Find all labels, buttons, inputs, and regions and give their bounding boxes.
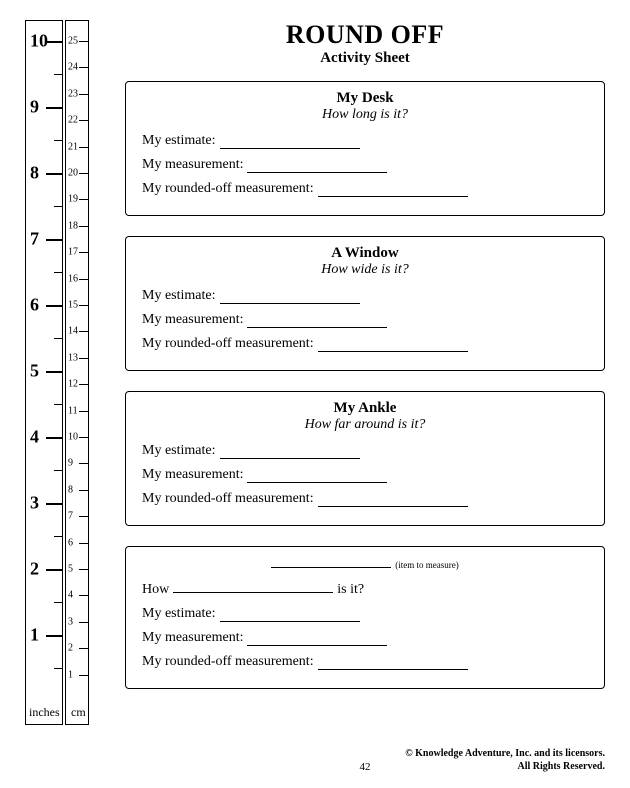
- inch-number: 3: [30, 493, 39, 514]
- inch-number: 2: [30, 559, 39, 580]
- section-title: My Desk: [142, 90, 588, 107]
- cm-unit-label: cm: [71, 705, 86, 720]
- ruler-cm: cm 1234567891011121314151617181920212223…: [65, 20, 89, 725]
- section-custom-item: (item to measure) How is it? My estimate:…: [125, 546, 605, 689]
- page-footer: 42 © Knowledge Adventure, Inc. and its l…: [125, 741, 605, 773]
- measurement-blank[interactable]: [247, 159, 387, 173]
- page-title: ROUND OFF: [125, 20, 605, 50]
- rounded-label: My rounded-off measurement:: [142, 491, 314, 507]
- measurement-blank[interactable]: [247, 632, 387, 646]
- cm-number: 16: [68, 273, 78, 284]
- section-question: How far around is it?: [142, 417, 588, 433]
- section-title: My Ankle: [142, 400, 588, 417]
- copyright-line1: © Knowledge Adventure, Inc. and its lice…: [371, 747, 606, 760]
- ruler-inches: inches 1 2 3 4 5 6 7 8 9 10: [25, 20, 63, 725]
- cm-number: 24: [68, 62, 78, 73]
- section-question: How wide is it?: [142, 262, 588, 278]
- inch-number: 8: [30, 163, 39, 184]
- inch-number: 1: [30, 625, 39, 646]
- inches-unit-label: inches: [29, 705, 60, 720]
- rounded-label: My rounded-off measurement:: [142, 181, 314, 197]
- cm-number: 10: [68, 432, 78, 443]
- rounded-blank[interactable]: [318, 183, 468, 197]
- section-my-desk: My Desk How long is it? My estimate: My …: [125, 81, 605, 216]
- cm-number: 7: [68, 511, 73, 522]
- inch-number: 4: [30, 427, 39, 448]
- inch-number: 9: [30, 97, 39, 118]
- cm-number: 25: [68, 36, 78, 47]
- rounded-blank[interactable]: [318, 493, 468, 507]
- cm-number: 2: [68, 643, 73, 654]
- cm-number: 5: [68, 564, 73, 575]
- section-my-ankle: My Ankle How far around is it? My estima…: [125, 391, 605, 526]
- cm-number: 8: [68, 484, 73, 495]
- cm-number: 1: [68, 669, 73, 680]
- inch-number: 7: [30, 229, 39, 250]
- cm-number: 3: [68, 616, 73, 627]
- measurement-label: My measurement:: [142, 630, 243, 646]
- measurement-label: My measurement:: [142, 312, 243, 328]
- rounded-label: My rounded-off measurement:: [142, 336, 314, 352]
- rounded-blank[interactable]: [318, 338, 468, 352]
- section-question: How long is it?: [142, 107, 588, 123]
- estimate-blank[interactable]: [220, 608, 360, 622]
- estimate-label: My estimate:: [142, 606, 216, 622]
- rounded-blank[interactable]: [318, 656, 468, 670]
- inch-number: 6: [30, 295, 39, 316]
- estimate-blank[interactable]: [220, 445, 360, 459]
- cm-number: 17: [68, 247, 78, 258]
- cm-number: 14: [68, 326, 78, 337]
- item-name-blank[interactable]: [271, 556, 391, 568]
- section-title: A Window: [142, 245, 588, 262]
- section-a-window: A Window How wide is it? My estimate: My…: [125, 236, 605, 371]
- cm-number: 6: [68, 537, 73, 548]
- measurement-blank[interactable]: [247, 469, 387, 483]
- cm-number: 4: [68, 590, 73, 601]
- measurement-label: My measurement:: [142, 157, 243, 173]
- cm-number: 18: [68, 220, 78, 231]
- estimate-label: My estimate:: [142, 288, 216, 304]
- estimate-blank[interactable]: [220, 135, 360, 149]
- cm-number: 23: [68, 88, 78, 99]
- item-hint: (item to measure): [395, 560, 458, 570]
- cm-number: 13: [68, 352, 78, 363]
- measurement-label: My measurement:: [142, 467, 243, 483]
- cm-number: 15: [68, 300, 78, 311]
- cm-number: 21: [68, 141, 78, 152]
- estimate-label: My estimate:: [142, 133, 216, 149]
- cm-number: 19: [68, 194, 78, 205]
- inch-number: 5: [30, 361, 39, 382]
- how-prefix: How: [142, 582, 169, 597]
- page-subtitle: Activity Sheet: [125, 50, 605, 67]
- page-number: 42: [360, 761, 371, 773]
- how-suffix: is it?: [337, 582, 364, 597]
- estimate-blank[interactable]: [220, 290, 360, 304]
- cm-number: 9: [68, 458, 73, 469]
- estimate-label: My estimate:: [142, 443, 216, 459]
- measurement-blank[interactable]: [247, 314, 387, 328]
- rounded-label: My rounded-off measurement:: [142, 654, 314, 670]
- copyright-line2: All Rights Reserved.: [371, 760, 606, 773]
- worksheet-content: ROUND OFF Activity Sheet My Desk How lon…: [100, 20, 605, 773]
- cm-number: 22: [68, 115, 78, 126]
- ruler-column: inches 12345678910 cm 123456789101112131…: [25, 20, 100, 773]
- inch-number: 10: [30, 31, 48, 52]
- cm-number: 20: [68, 168, 78, 179]
- cm-number: 12: [68, 379, 78, 390]
- how-blank[interactable]: [173, 579, 333, 593]
- cm-number: 11: [68, 405, 78, 416]
